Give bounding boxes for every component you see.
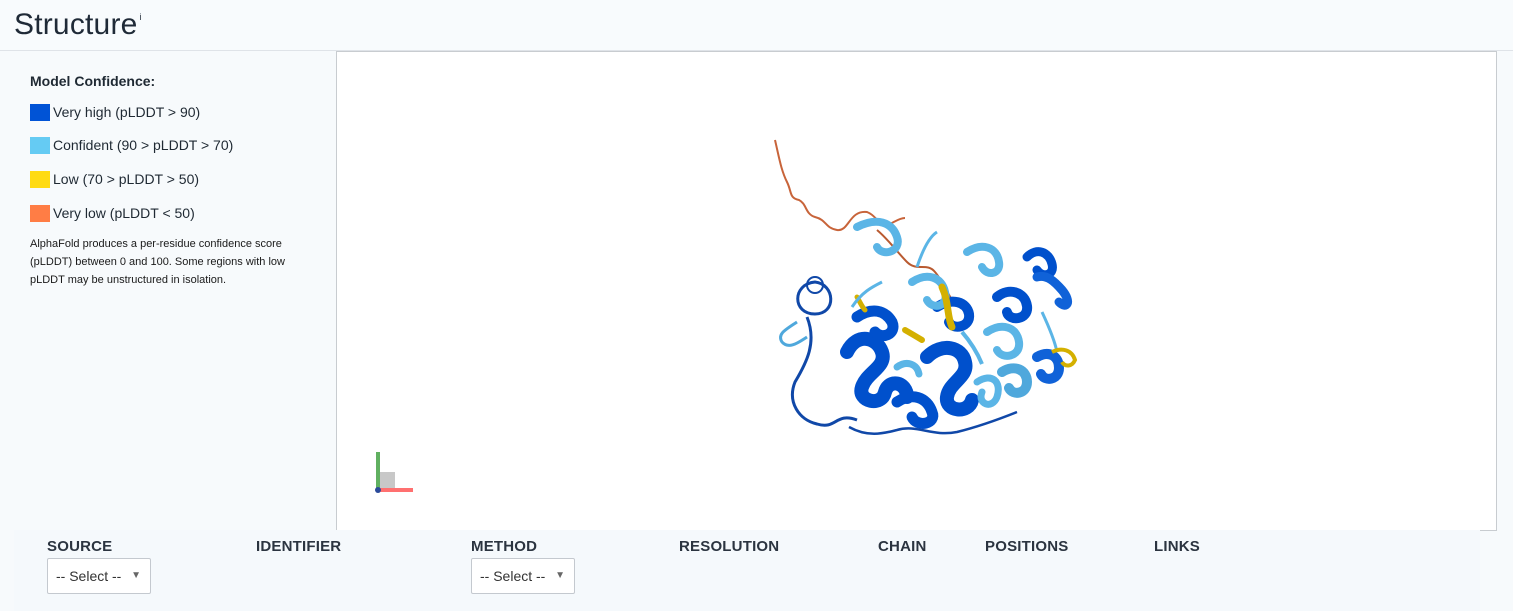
confidence-legend: Model Confidence: Very high (pLDDT > 90)… [0,51,336,531]
column-links: LINKS [1154,538,1200,555]
chevron-down-icon: ▼ [555,570,565,581]
method-select[interactable]: -- Select -- ▼ [471,558,575,594]
legend-item-very-high: Very high (pLDDT > 90) [30,102,200,122]
low-swatch [30,170,50,188]
info-icon[interactable]: i [139,12,142,22]
legend-title: Model Confidence: [30,73,156,89]
legend-item-very-low: Very low (pLDDT < 50) [30,203,195,223]
section-header: Structure i [0,0,1513,51]
column-positions: POSITIONS [985,538,1069,555]
column-resolution: RESOLUTION [679,538,780,555]
legend-item-confident: Confident (90 > pLDDT > 70) [30,135,233,155]
confident-swatch [30,136,50,154]
legend-item-low: Low (70 > pLDDT > 50) [30,169,199,189]
structure-table: SOURCE IDENTIFIER METHOD RESOLUTION CHAI… [14,530,1480,611]
column-method: METHOD [471,538,538,555]
very-low-swatch [30,204,50,222]
source-select[interactable]: -- Select -- ▼ [47,558,151,594]
structure-viewer[interactable] [336,51,1497,531]
column-chain: CHAIN [878,538,927,555]
column-source: SOURCE [47,538,113,555]
legend-description: AlphaFold produces a per-residue confide… [30,238,285,286]
very-high-swatch [30,103,50,121]
page-title: Structure i [14,8,142,41]
chevron-down-icon: ▼ [131,570,141,581]
column-identifier: IDENTIFIER [256,538,342,555]
protein-structure-render[interactable] [337,52,1496,530]
